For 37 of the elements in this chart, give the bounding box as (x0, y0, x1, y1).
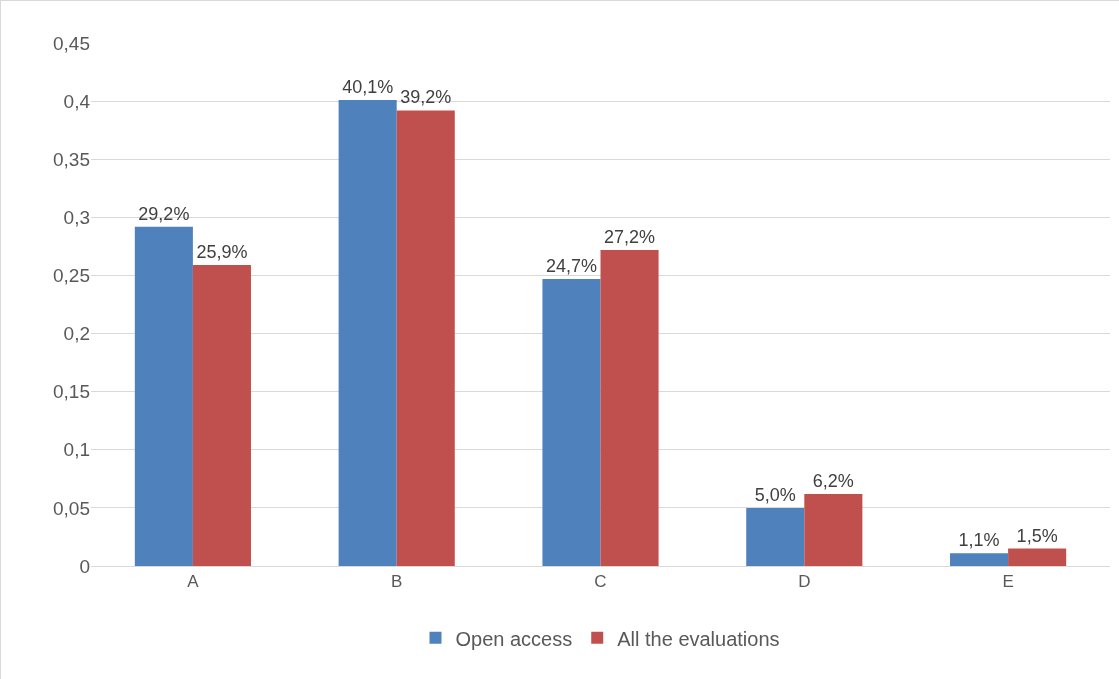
x-tick-label: B (391, 572, 403, 592)
y-tick-label: 0,05 (53, 497, 90, 519)
bar (134, 226, 193, 566)
x-tick-label: A (187, 572, 200, 592)
x-tick-label: C (594, 572, 607, 592)
bar (804, 493, 863, 566)
bar (192, 264, 251, 566)
y-tick-label: 0,45 (53, 32, 90, 54)
y-tick-label: 0,15 (53, 381, 90, 403)
y-tick-label: 0,1 (63, 439, 90, 461)
x-tick-label: D (798, 572, 811, 592)
bar (600, 249, 659, 566)
data-label: 1,1% (958, 530, 1000, 551)
y-tick-label: 0 (79, 555, 90, 577)
x-tick-label: E (1002, 572, 1014, 592)
y-tick-label: 0,25 (53, 265, 90, 287)
data-label: 5,0% (754, 484, 796, 505)
bar (746, 507, 805, 566)
bar (542, 278, 601, 566)
data-label: 6,2% (812, 470, 854, 491)
data-label: 39,2% (400, 87, 452, 108)
y-tick-label: 0,35 (53, 148, 90, 170)
y-tick-label: 0,3 (63, 206, 90, 228)
data-label: 24,7% (545, 255, 597, 276)
data-label: 25,9% (196, 241, 248, 262)
bar (396, 110, 455, 566)
data-label: 40,1% (342, 76, 394, 97)
y-tick-label: 0,4 (63, 90, 91, 112)
y-tick-label: 0,2 (63, 323, 90, 345)
bar (1008, 548, 1067, 566)
legend-label: Open access (455, 627, 573, 650)
bar (338, 99, 397, 566)
data-label: 27,2% (604, 226, 656, 247)
data-label: 1,5% (1016, 525, 1058, 546)
legend-label: All the evaluations (617, 627, 780, 650)
data-label: 29,2% (138, 203, 190, 224)
bar (950, 553, 1009, 566)
